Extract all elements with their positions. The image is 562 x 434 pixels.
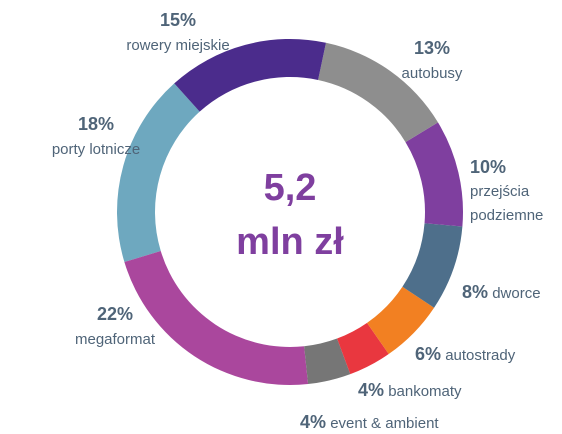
center-text: 5,2 bbox=[264, 167, 317, 209]
category-label: rowery miejskie bbox=[126, 37, 230, 54]
percent-label: 13% bbox=[413, 38, 451, 58]
segment-label: 22% megaformat bbox=[75, 302, 155, 352]
donut-segment bbox=[304, 338, 351, 385]
donut-segment bbox=[174, 38, 326, 112]
segment-label: 10% przejścia podziemne bbox=[470, 155, 560, 228]
percent-label: 15% bbox=[159, 10, 197, 30]
segment-label: 15% rowery miejskie bbox=[126, 8, 229, 58]
percent-label: 6% bbox=[415, 344, 442, 364]
segment-label: 4% bankomaty bbox=[358, 378, 462, 404]
percent-label: 8% bbox=[462, 282, 489, 302]
segment-label: 13% autobusy bbox=[402, 36, 463, 86]
percent-label: 4% bbox=[358, 380, 385, 400]
donut-segment bbox=[337, 322, 389, 375]
category-label: autostrady bbox=[445, 347, 516, 364]
category-label: megaformat bbox=[74, 331, 156, 348]
donut-segment bbox=[405, 122, 463, 227]
donut-segment bbox=[124, 251, 309, 385]
segment-label: 4% event & ambient bbox=[300, 410, 439, 434]
donut-segment bbox=[117, 83, 200, 263]
percent-label: 18% bbox=[77, 114, 115, 134]
category-label: przejścia podziemne bbox=[470, 183, 544, 224]
segment-label: 6% autostrady bbox=[415, 342, 515, 368]
segment-label: 8% dworce bbox=[462, 280, 541, 306]
segment-label: 18% porty lotnicze bbox=[52, 112, 140, 162]
category-label: dworce bbox=[492, 285, 541, 302]
category-label: porty lotnicze bbox=[51, 141, 141, 158]
donut-segment bbox=[318, 42, 438, 143]
category-label: event & ambient bbox=[330, 415, 439, 432]
percent-label: 10% bbox=[470, 157, 507, 177]
percent-label: 22% bbox=[96, 304, 134, 324]
category-label: bankomaty bbox=[388, 383, 462, 400]
category-label: autobusy bbox=[401, 65, 463, 82]
donut-segment bbox=[367, 286, 435, 355]
center-text: mln zł bbox=[236, 221, 344, 263]
percent-label: 4% bbox=[300, 412, 327, 432]
donut-segment bbox=[402, 223, 463, 308]
